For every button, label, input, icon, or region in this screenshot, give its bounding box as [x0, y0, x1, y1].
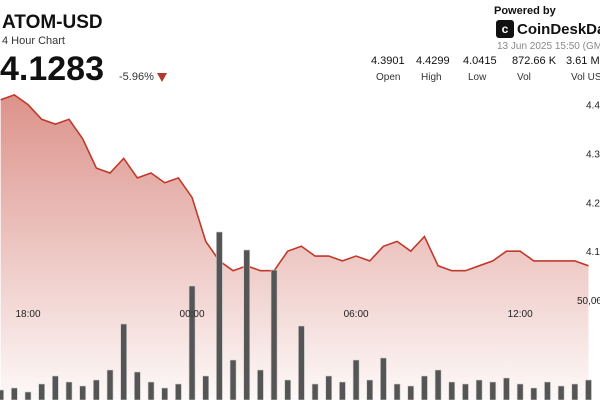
y-tick-label: 4.2	[586, 198, 600, 209]
brand-logo	[496, 20, 514, 38]
volume-bar	[475, 379, 483, 400]
stat-label: High	[421, 72, 442, 83]
volume-bar	[503, 377, 510, 400]
volume-bar	[52, 375, 59, 400]
down-arrow	[157, 73, 167, 82]
volume-bar	[216, 231, 223, 400]
volume-bar	[489, 381, 497, 400]
volume-bar	[38, 383, 45, 400]
x-tick-label: 12:00	[508, 309, 533, 320]
volume-bar	[243, 249, 251, 400]
x-tick-label: 18:00	[15, 309, 40, 320]
volume-bar	[421, 375, 428, 400]
stat-value: 4.0415	[463, 55, 497, 67]
volume-bar	[407, 385, 415, 400]
volume-bar	[557, 385, 565, 400]
volume-bar	[516, 383, 524, 400]
volume-bar	[134, 371, 141, 400]
volume-bar	[257, 369, 264, 400]
stat-label: Vol US	[571, 72, 600, 83]
volume-bar	[339, 381, 346, 400]
stat-label: Open	[376, 72, 401, 83]
volume-bar	[161, 387, 169, 400]
volume-bar	[311, 383, 319, 400]
volume-bar	[434, 369, 442, 400]
price-line	[0, 93, 589, 272]
chart-title: ATOM-USD	[2, 12, 103, 33]
volume-bar	[79, 385, 86, 400]
x-tick-label: 06:00	[344, 309, 369, 320]
volume-bar	[544, 381, 551, 400]
volume-bar	[65, 381, 73, 400]
price-change: -5.96%	[119, 71, 154, 83]
volume-bar	[24, 391, 32, 400]
timestamp: 13 Jun 2025 15:50 (GMT	[497, 41, 600, 52]
volume-bar	[462, 383, 469, 400]
stat-value: 3.61 M	[566, 55, 600, 67]
volume-bar	[571, 383, 579, 400]
volume-bar	[229, 359, 237, 400]
labels-layer: 4.4 4.3 4.2 4.1 50,000 18:00 00:00 06:00 12:00	[15, 101, 600, 320]
volume-bar	[325, 375, 333, 400]
price-area	[0, 94, 589, 400]
price-layer	[0, 93, 589, 400]
volume-bar	[284, 379, 292, 400]
powered-by: Powered by	[494, 5, 556, 17]
current-price: 4.1283	[0, 50, 104, 88]
volume-bar	[175, 383, 182, 400]
volume-bar	[93, 379, 100, 400]
stat-value: 4.4299	[416, 55, 450, 67]
volume-bar	[106, 369, 114, 400]
brand-logo-mark: c	[502, 22, 509, 36]
volume-bar	[147, 381, 155, 400]
volume-bar	[202, 375, 210, 400]
volume-bar	[298, 325, 305, 400]
volume-bar	[380, 357, 387, 400]
volume-bar	[270, 269, 278, 400]
volume-layer	[0, 231, 592, 400]
y-tick-label: 4.3	[586, 149, 600, 160]
volume-bar	[366, 379, 374, 400]
stat-label: Low	[468, 72, 487, 83]
volume-bar	[352, 359, 360, 400]
volume-bar	[585, 379, 592, 400]
y-tick-label: 4.1	[586, 247, 600, 258]
stat-label: Vol	[517, 72, 531, 83]
chart-subtitle: 4 Hour Chart	[2, 35, 65, 47]
y2-tick-label: 50,000	[577, 296, 600, 307]
x-tick-label: 00:00	[180, 309, 205, 320]
volume-bar	[530, 387, 538, 400]
stat-value: 872.66 K	[512, 55, 557, 67]
volume-bar	[120, 323, 127, 400]
volume-bar	[0, 389, 4, 400]
brand-name: CoinDeskDat	[517, 21, 600, 38]
volume-bar	[188, 285, 196, 400]
stat-value: 4.3901	[371, 55, 405, 67]
volume-bar	[393, 383, 401, 400]
volume-bar	[448, 381, 456, 400]
volume-bar	[11, 387, 18, 400]
y-tick-label: 4.4	[586, 101, 600, 112]
